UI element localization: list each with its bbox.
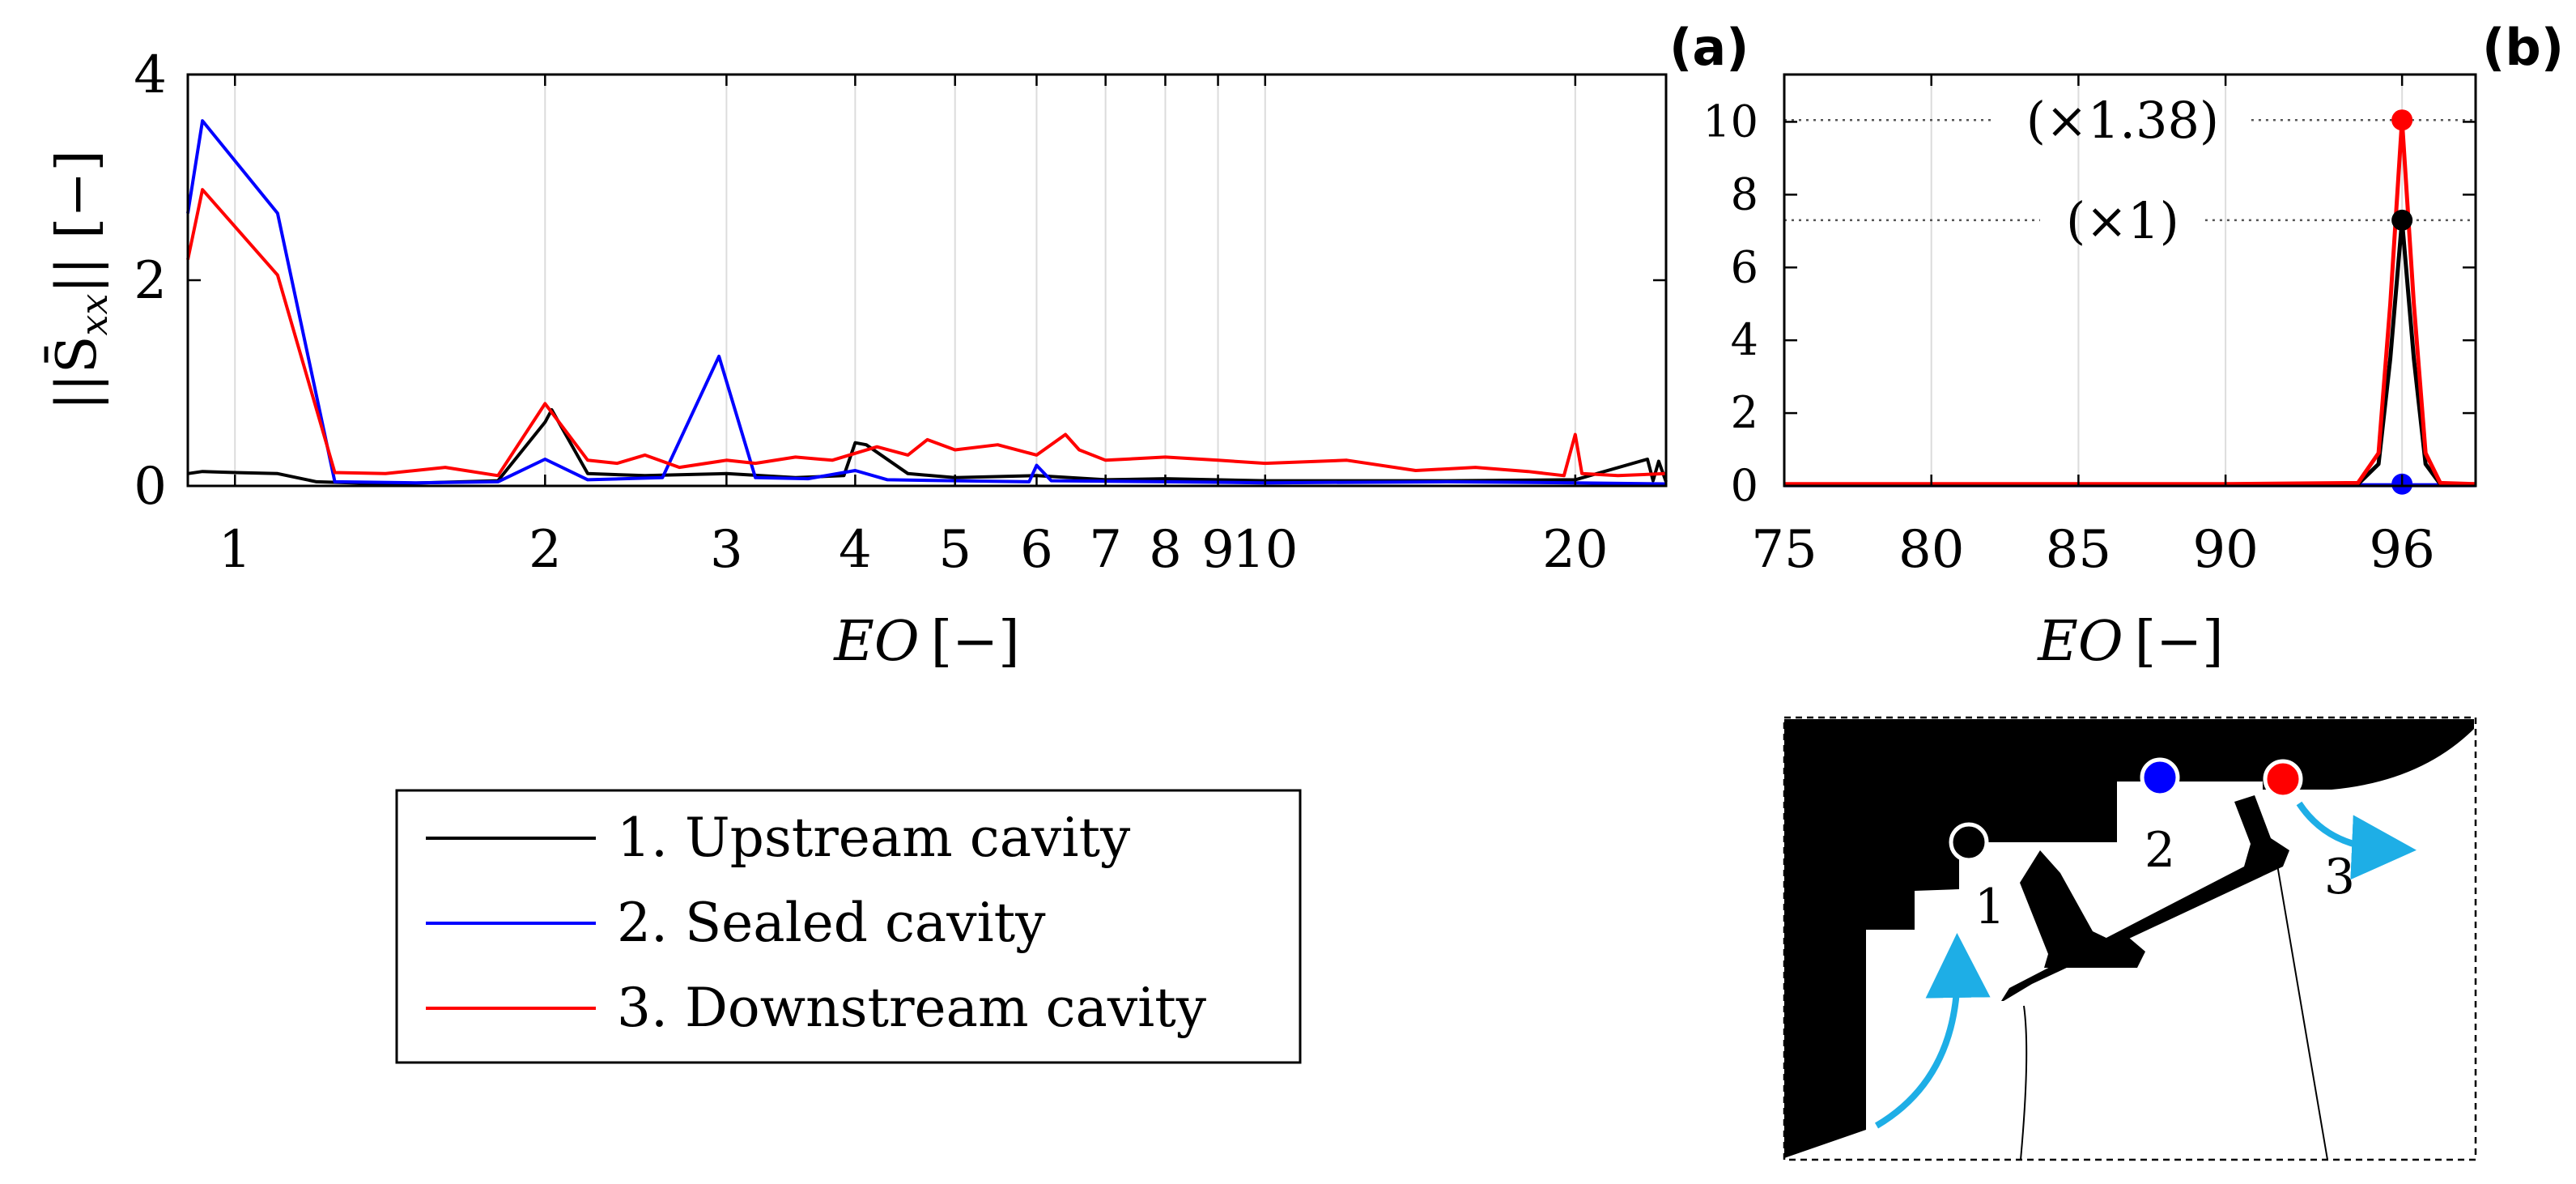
panel-a-x-tick-label: 1 xyxy=(219,520,252,580)
panel-b-axes-box xyxy=(1783,73,2477,488)
panel-a-ylabel: ||S̄xx|| [−] xyxy=(45,150,116,411)
panel-b-y-tick-label: 6 xyxy=(1731,241,1758,292)
panel-a-ticks xyxy=(188,73,1666,488)
legend-label-sealed: 2. Sealed cavity xyxy=(617,892,1046,954)
panel-b-x-tick-label: 90 xyxy=(2192,520,2258,580)
panel-b-x-tick-label: 96 xyxy=(2369,520,2434,580)
panel-b-y-tick-label: 8 xyxy=(1731,168,1758,219)
panel-b-xlabel: EO [−] xyxy=(2036,610,2223,674)
panel-b-series xyxy=(1784,117,2476,488)
panel-a-x-tick-labels: 1 2 3 4 5 6 7 8 910 20 xyxy=(219,520,1609,580)
panel-b-y-tick-label: 0 xyxy=(1731,460,1758,511)
panel-a-gridlines xyxy=(234,75,1576,486)
panel-b-peak-marker xyxy=(2391,109,2413,131)
rotor-outline-left xyxy=(2020,1005,2028,1161)
panel-b-x-tick-label: 75 xyxy=(1751,520,1817,580)
panel-a-xlabel: EO [−] xyxy=(832,610,1019,674)
panel-a-series-line xyxy=(187,408,1668,486)
panel-b-y-tick-label: 2 xyxy=(1731,387,1758,438)
flow-arrow-outlet-icon xyxy=(2296,801,2417,880)
rotor-shroud xyxy=(2001,795,2289,1001)
seal-fin xyxy=(2020,850,2145,968)
panel-b-x-tick-labels: 75 80 85 90 96 xyxy=(1751,520,2435,580)
panel-a-x-tick-label: 2 xyxy=(529,520,562,580)
panel-a-x-tick-label: 9 xyxy=(1201,520,1235,580)
panel-a-axes-box xyxy=(186,73,1668,488)
panel-a-x-tick-label: 5 xyxy=(938,520,971,580)
panel-a-y-tick-labels: 0 2 4 xyxy=(134,45,167,517)
legend-label-upstream: 1. Upstream cavity xyxy=(617,807,1131,869)
panel-a-y-tick-label: 4 xyxy=(134,45,167,105)
panel-a-x-tick-label: 8 xyxy=(1149,520,1182,580)
probe-label-3: 3 xyxy=(2324,849,2355,905)
panel-a-x-tick-label: 6 xyxy=(1020,520,1053,580)
rotor-outline-right xyxy=(2276,859,2328,1161)
panel-b-y-tick-labels: 0 2 4 6 8 10 xyxy=(1702,96,1758,511)
panel-a-label: (a) xyxy=(1669,18,1749,77)
probe-marker-upstream xyxy=(1949,822,1989,862)
panel-a-y-tick-label: 0 xyxy=(134,457,167,517)
panel-b-series-line xyxy=(1784,117,2476,487)
panel-b: (×1.38) (×1) 75 80 85 90 96 0 2 4 6 8 10 EO [−] (b) xyxy=(1702,18,2564,674)
panel-a-series xyxy=(186,119,1668,486)
panel-b-y-tick-label: 4 xyxy=(1731,314,1758,365)
probe-label-2: 2 xyxy=(2145,822,2175,879)
panel-b-reference-lines: (×1.38) (×1) xyxy=(1784,91,2476,250)
panel-b-peak-marker xyxy=(2391,209,2413,231)
flow-arrow-inlet-icon xyxy=(1874,933,1991,1129)
panel-a-series-line xyxy=(186,119,1667,486)
legend-box xyxy=(395,789,1302,1064)
panel-a-x-tick-label: 20 xyxy=(1542,520,1608,580)
panel-a-x-tick-label: 4 xyxy=(839,520,872,580)
panel-b-series-line xyxy=(1784,218,2476,488)
panel-b-x-tick-label: 85 xyxy=(2046,520,2111,580)
panel-a-x-tick-label: 10 xyxy=(1232,520,1298,580)
panel-a-y-tick-label: 2 xyxy=(134,251,167,311)
panel-b-ticks xyxy=(1783,75,2476,488)
panel-b-label: (b) xyxy=(2482,18,2564,77)
panel-b-x-tick-label: 80 xyxy=(1898,520,1964,580)
panel-a: 1 2 3 4 5 6 7 8 910 20 0 2 4 EO [−] ||S̄xx|| [−] (a) xyxy=(45,18,1749,674)
legend-label-downstream: 3. Downstream cavity xyxy=(617,977,1207,1039)
panel-a-series-line xyxy=(186,188,1667,478)
panel-b-reference-label: (×1.38) xyxy=(2026,91,2219,150)
panel-a-x-tick-label: 7 xyxy=(1089,520,1122,580)
probe-marker-sealed xyxy=(2140,757,2180,798)
panel-b-y-tick-label: 10 xyxy=(1702,96,1758,147)
probe-label-1: 1 xyxy=(1975,879,2005,935)
legend: 1. Upstream cavity 2. Sealed cavity 3. D… xyxy=(395,789,1302,1064)
panel-b-reference-label: (×1) xyxy=(2066,191,2179,250)
probe-marker-downstream xyxy=(2263,759,2303,799)
panel-a-x-tick-label: 3 xyxy=(710,520,743,580)
seal-schematic: 1 2 3 xyxy=(1783,716,2477,1161)
